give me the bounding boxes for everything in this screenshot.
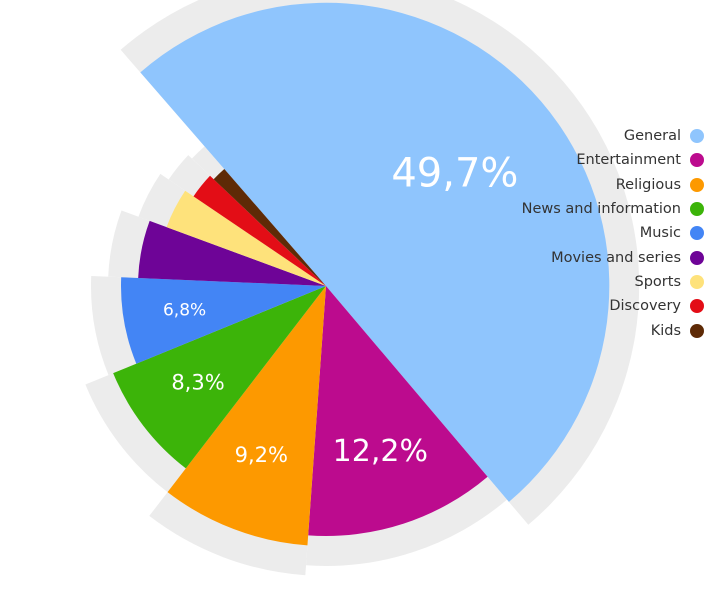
slice-news-and-information xyxy=(113,286,326,469)
data-label-general: 49,7% xyxy=(391,150,518,196)
legend-item-entertainment: Entertainment xyxy=(480,148,704,172)
legend-item-sports: Sports xyxy=(480,270,704,294)
slice-sports xyxy=(166,190,326,286)
legend-label: Discovery xyxy=(609,298,681,315)
legend: General Entertainment Religious News and… xyxy=(480,124,704,343)
data-label-religious: 9,2% xyxy=(235,443,288,467)
legend-swatch xyxy=(690,274,704,289)
legend-item-religious: Religious xyxy=(480,173,704,197)
legend-item-kids: Kids xyxy=(480,318,704,342)
legend-label: Religious xyxy=(615,176,681,193)
legend-label: Kids xyxy=(650,322,681,339)
legend-swatch xyxy=(690,129,704,144)
slice-religious xyxy=(167,286,326,546)
slices xyxy=(113,2,610,546)
legend-swatch xyxy=(690,226,704,241)
legend-label: Entertainment xyxy=(576,152,681,169)
data-label-entertainment: 12,2% xyxy=(333,434,428,469)
legend-swatch xyxy=(690,202,704,217)
slice-kids xyxy=(213,169,326,286)
legend-label: Music xyxy=(639,225,681,242)
legend-label: Movies and series xyxy=(551,249,681,266)
slice-general xyxy=(140,2,610,502)
slice-movies-and-series xyxy=(138,220,326,286)
data-labels: 49,7% 12,2% 9,2% 8,3% 6,8% xyxy=(163,150,518,468)
legend-label: News and information xyxy=(521,201,681,218)
legend-swatch xyxy=(690,153,704,168)
legend-swatch xyxy=(690,299,704,314)
legend-swatch xyxy=(690,250,704,265)
slice-music xyxy=(121,277,326,364)
legend-item-music: Music xyxy=(480,221,704,245)
legend-label: Sports xyxy=(634,273,681,290)
slice-discovery xyxy=(193,175,326,286)
legend-label: General xyxy=(623,128,681,145)
legend-item-discovery: Discovery xyxy=(480,294,704,318)
legend-item-news-and-information: News and information xyxy=(480,197,704,221)
legend-swatch xyxy=(690,177,704,192)
legend-item-movies-and-series: Movies and series xyxy=(480,245,704,269)
data-label-news-and-information: 8,3% xyxy=(171,371,224,395)
legend-item-general: General xyxy=(480,124,704,148)
legend-swatch xyxy=(690,323,704,338)
data-label-music: 6,8% xyxy=(163,301,206,321)
slice-entertainment xyxy=(308,286,488,536)
